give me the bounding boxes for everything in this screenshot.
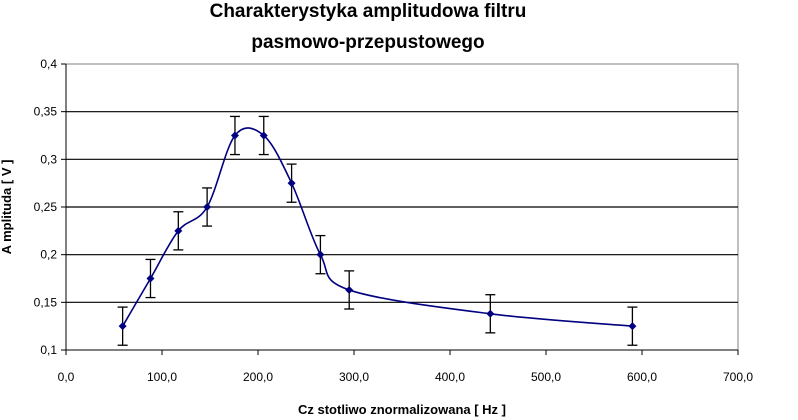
y-tick-label: 0,25 bbox=[34, 200, 58, 214]
data-point bbox=[230, 131, 239, 140]
y-tick-label: 0,35 bbox=[34, 105, 58, 119]
error-bars bbox=[117, 115, 638, 346]
x-tick-label: 300,0 bbox=[339, 370, 369, 384]
y-tick-label: 0,3 bbox=[40, 152, 57, 166]
y-tick-label: 0,4 bbox=[40, 57, 57, 71]
x-tick-label: 0,0 bbox=[58, 370, 75, 384]
data-points bbox=[118, 131, 637, 331]
x-tick-label: 400,0 bbox=[435, 370, 465, 384]
tick-labels: 0,1 0,15 0,2 0,25 0,3 0,35 0,4 0,0 100,0 200,0 300… bbox=[34, 57, 754, 384]
data-point bbox=[316, 250, 325, 259]
axes bbox=[61, 63, 739, 355]
y-tick-label: 0,1 bbox=[40, 343, 57, 357]
x-tick-label: 200,0 bbox=[243, 370, 273, 384]
x-axis-label: Cz stotliwo znormalizowana [ Hz ] bbox=[298, 402, 506, 417]
data-point bbox=[345, 285, 354, 294]
data-point bbox=[486, 309, 495, 318]
data-point bbox=[259, 131, 268, 140]
data-point bbox=[203, 203, 212, 211]
data-point bbox=[118, 322, 127, 331]
chart-title-line2: pasmowo-przepustowego bbox=[251, 32, 484, 53]
data-point bbox=[287, 179, 296, 188]
data-point bbox=[146, 274, 155, 283]
y-axis-label: A mplituda [ V ] bbox=[0, 160, 14, 255]
y-tick-label: 0,15 bbox=[34, 295, 58, 309]
data-point bbox=[174, 226, 183, 235]
data-point bbox=[628, 322, 637, 331]
y-tick-label: 0,2 bbox=[40, 248, 57, 262]
series-curve bbox=[121, 127, 633, 327]
x-tick-label: 100,0 bbox=[147, 370, 177, 384]
x-tick-label: 500,0 bbox=[531, 370, 561, 384]
gridlines bbox=[66, 111, 738, 303]
x-tick-label: 700,0 bbox=[723, 370, 753, 384]
x-tick-label: 600,0 bbox=[627, 370, 657, 384]
chart-title-line1: Charakterystyka amplitudowa filtru bbox=[210, 1, 527, 22]
